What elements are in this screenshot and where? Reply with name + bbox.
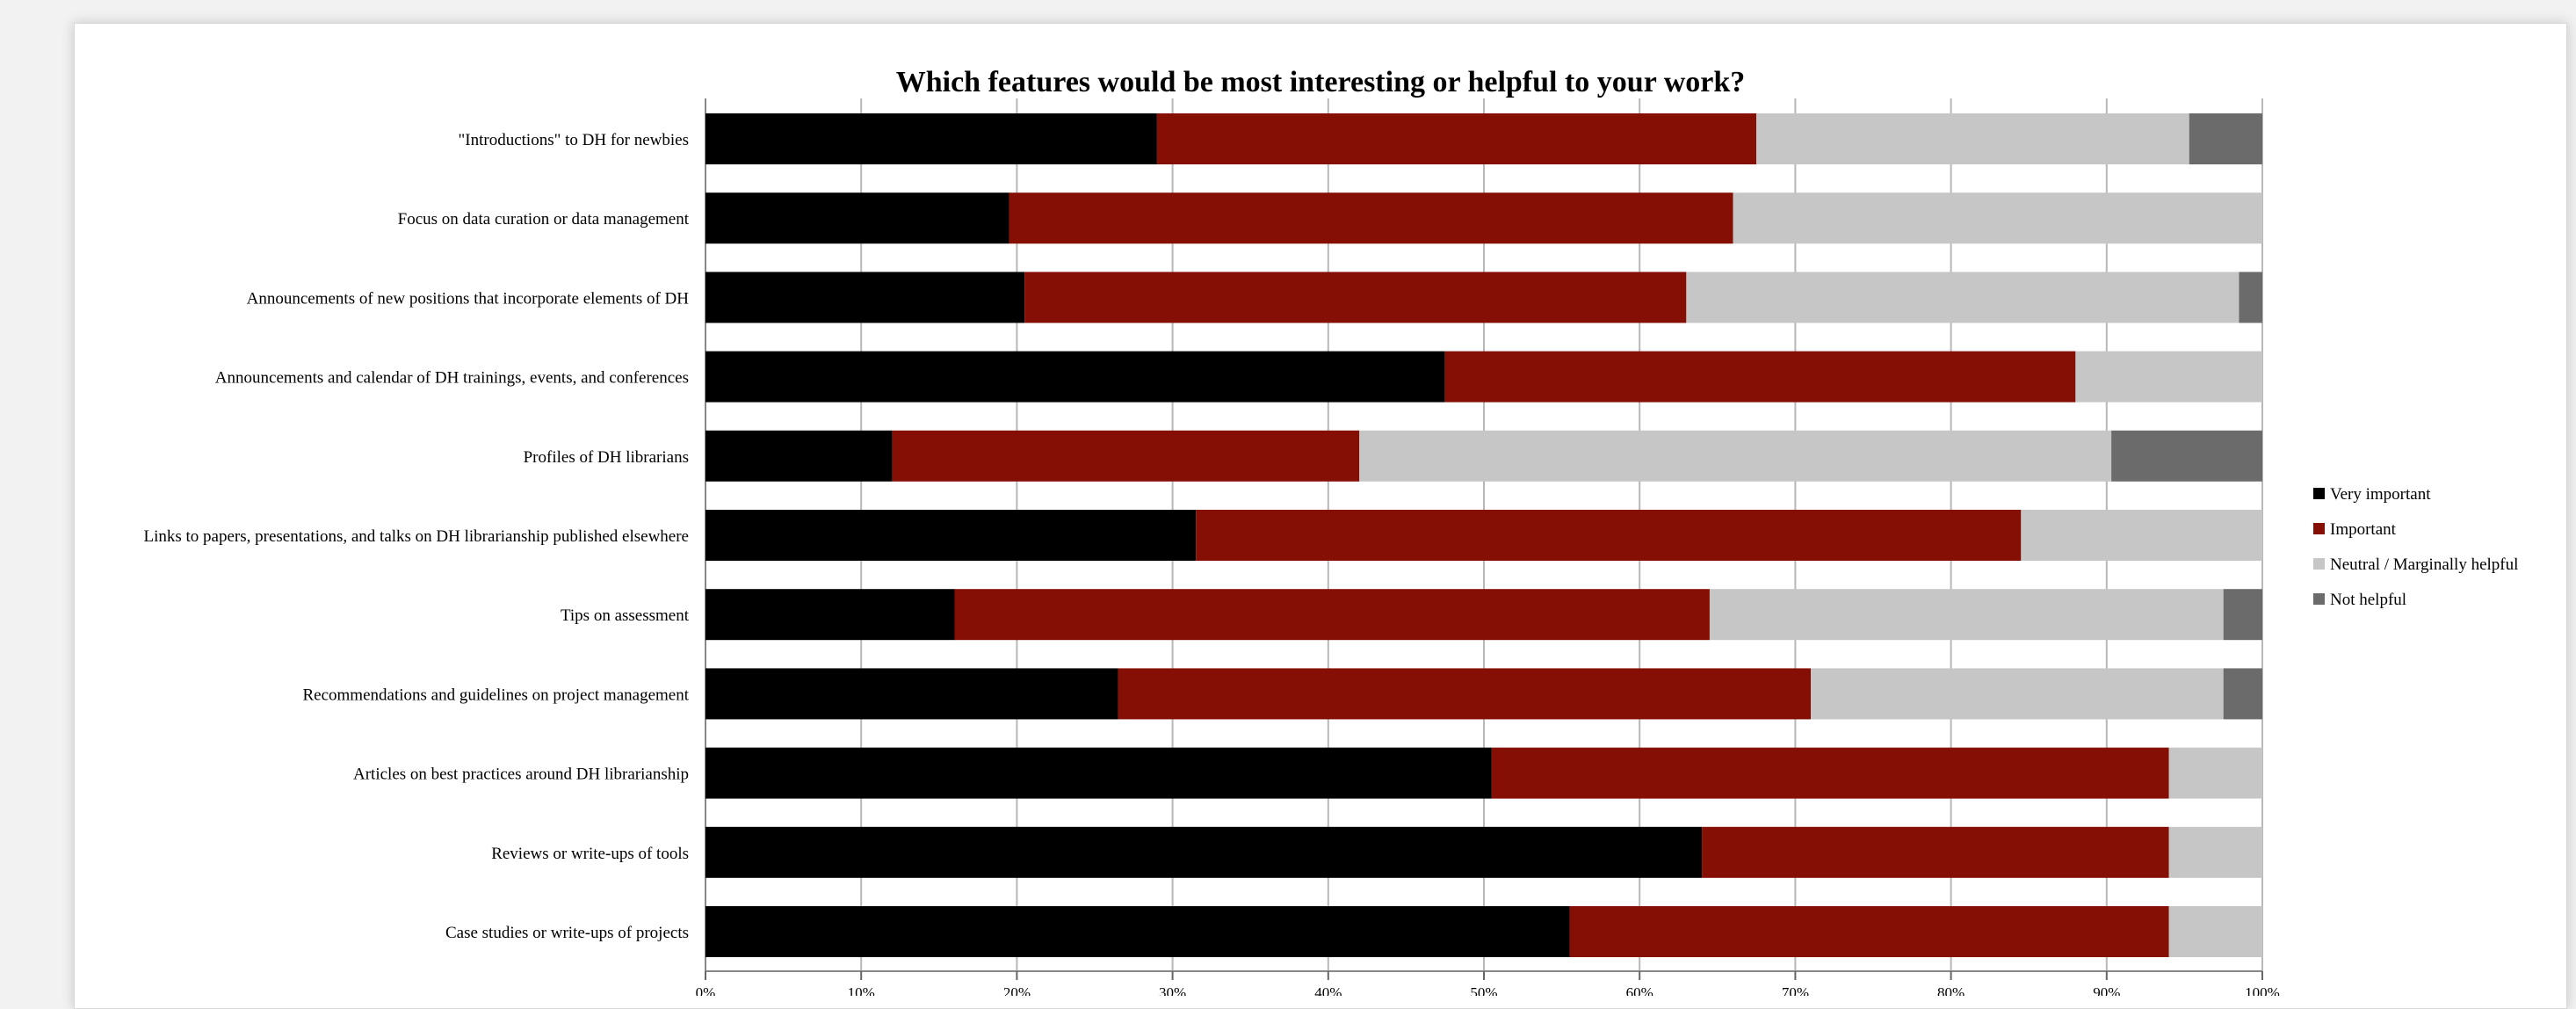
bar-segment (2223, 589, 2262, 641)
tick-label: 20% (1003, 984, 1031, 996)
category-label: Case studies or write-ups of projects (445, 924, 689, 942)
legend-label: Very important (2330, 485, 2431, 504)
bar-segment (2189, 113, 2262, 164)
bars (706, 113, 2262, 957)
bar-segment (706, 906, 1570, 957)
category-label: "Introductions" to DH for newbies (459, 131, 689, 149)
bar-segment (1709, 589, 2224, 641)
legend-label: Important (2330, 520, 2397, 539)
bar-segment (2168, 826, 2262, 878)
category-label: Tips on assessment (561, 606, 690, 625)
category-label: Articles on best practices around DH lib… (353, 766, 689, 784)
bar-segment (706, 430, 893, 482)
bar-segment (706, 747, 1492, 799)
legend-label: Not helpful (2330, 591, 2406, 609)
bar-segment (1156, 113, 1757, 164)
legend-swatch (2313, 558, 2325, 570)
bar-segment (2168, 906, 2262, 957)
bar-segment (1444, 351, 2076, 403)
bar-segment (706, 272, 1025, 323)
tick-label: 70% (1782, 984, 1809, 996)
legend: Very important Important Neutral / Margina… (2313, 485, 2518, 609)
bar-segment (892, 430, 1360, 482)
category-label: Links to papers, presentations, and talk… (143, 527, 689, 546)
tick-label: 30% (1159, 984, 1186, 996)
bar-segment (1118, 668, 1812, 720)
category-label: Announcements of new positions that inco… (247, 289, 690, 308)
bar-segment (1569, 906, 2169, 957)
bar-segment (706, 113, 1157, 164)
bar-segment (706, 510, 1197, 561)
category-label: Announcements and calendar of DH trainin… (215, 369, 689, 388)
bar-segment (2111, 430, 2262, 482)
legend-swatch (2313, 593, 2325, 605)
chart-title: Which features would be most interesting… (895, 66, 1746, 98)
bar-segment (1811, 668, 2224, 720)
bar-segment (1009, 192, 1733, 244)
tick-label: 40% (1314, 984, 1342, 996)
bar-segment (1756, 113, 2189, 164)
legend-label: Neutral / Marginally helpful (2330, 555, 2518, 574)
bar-segment (1024, 272, 1687, 323)
category-label: Recommendations and guidelines on projec… (302, 686, 689, 704)
x-axis-ticks: 0% 10% 20% 30% 40% 50% 60% 70% 80% 90% 100% (696, 971, 2280, 996)
bar-segment (1702, 826, 2169, 878)
bar-segment (2075, 351, 2262, 403)
tick-label: 50% (1470, 984, 1497, 996)
bar-segment (706, 668, 1118, 720)
bar-segment (706, 351, 1445, 403)
bar-segment (706, 826, 1703, 878)
bar-segment (1733, 192, 2262, 244)
category-label: Profiles of DH librarians (524, 448, 689, 467)
bar-segment (2223, 668, 2262, 720)
category-labels: "Introductions" to DH for newbies Focus o… (143, 131, 689, 942)
bar-segment (2168, 747, 2262, 799)
tick-label: 100% (2245, 984, 2280, 996)
bar-segment (1686, 272, 2240, 323)
bar-segment (1491, 747, 2169, 799)
bar-segment (2021, 510, 2262, 561)
tick-label: 10% (848, 984, 875, 996)
tick-label: 0% (696, 984, 716, 996)
tick-label: 60% (1626, 984, 1653, 996)
legend-swatch (2313, 488, 2325, 499)
bar-segment (1196, 510, 2022, 561)
tick-label: 90% (2093, 984, 2120, 996)
bar-segment (954, 589, 1710, 641)
legend-swatch (2313, 523, 2325, 534)
bar-segment (1359, 430, 2112, 482)
bar-segment (706, 589, 955, 641)
category-label: Reviews or write-ups of tools (491, 845, 689, 863)
tick-label: 80% (1937, 984, 1965, 996)
category-label: Focus on data curation or data managemen… (398, 210, 690, 229)
bar-segment (706, 192, 1009, 244)
bar-segment (2239, 272, 2262, 323)
